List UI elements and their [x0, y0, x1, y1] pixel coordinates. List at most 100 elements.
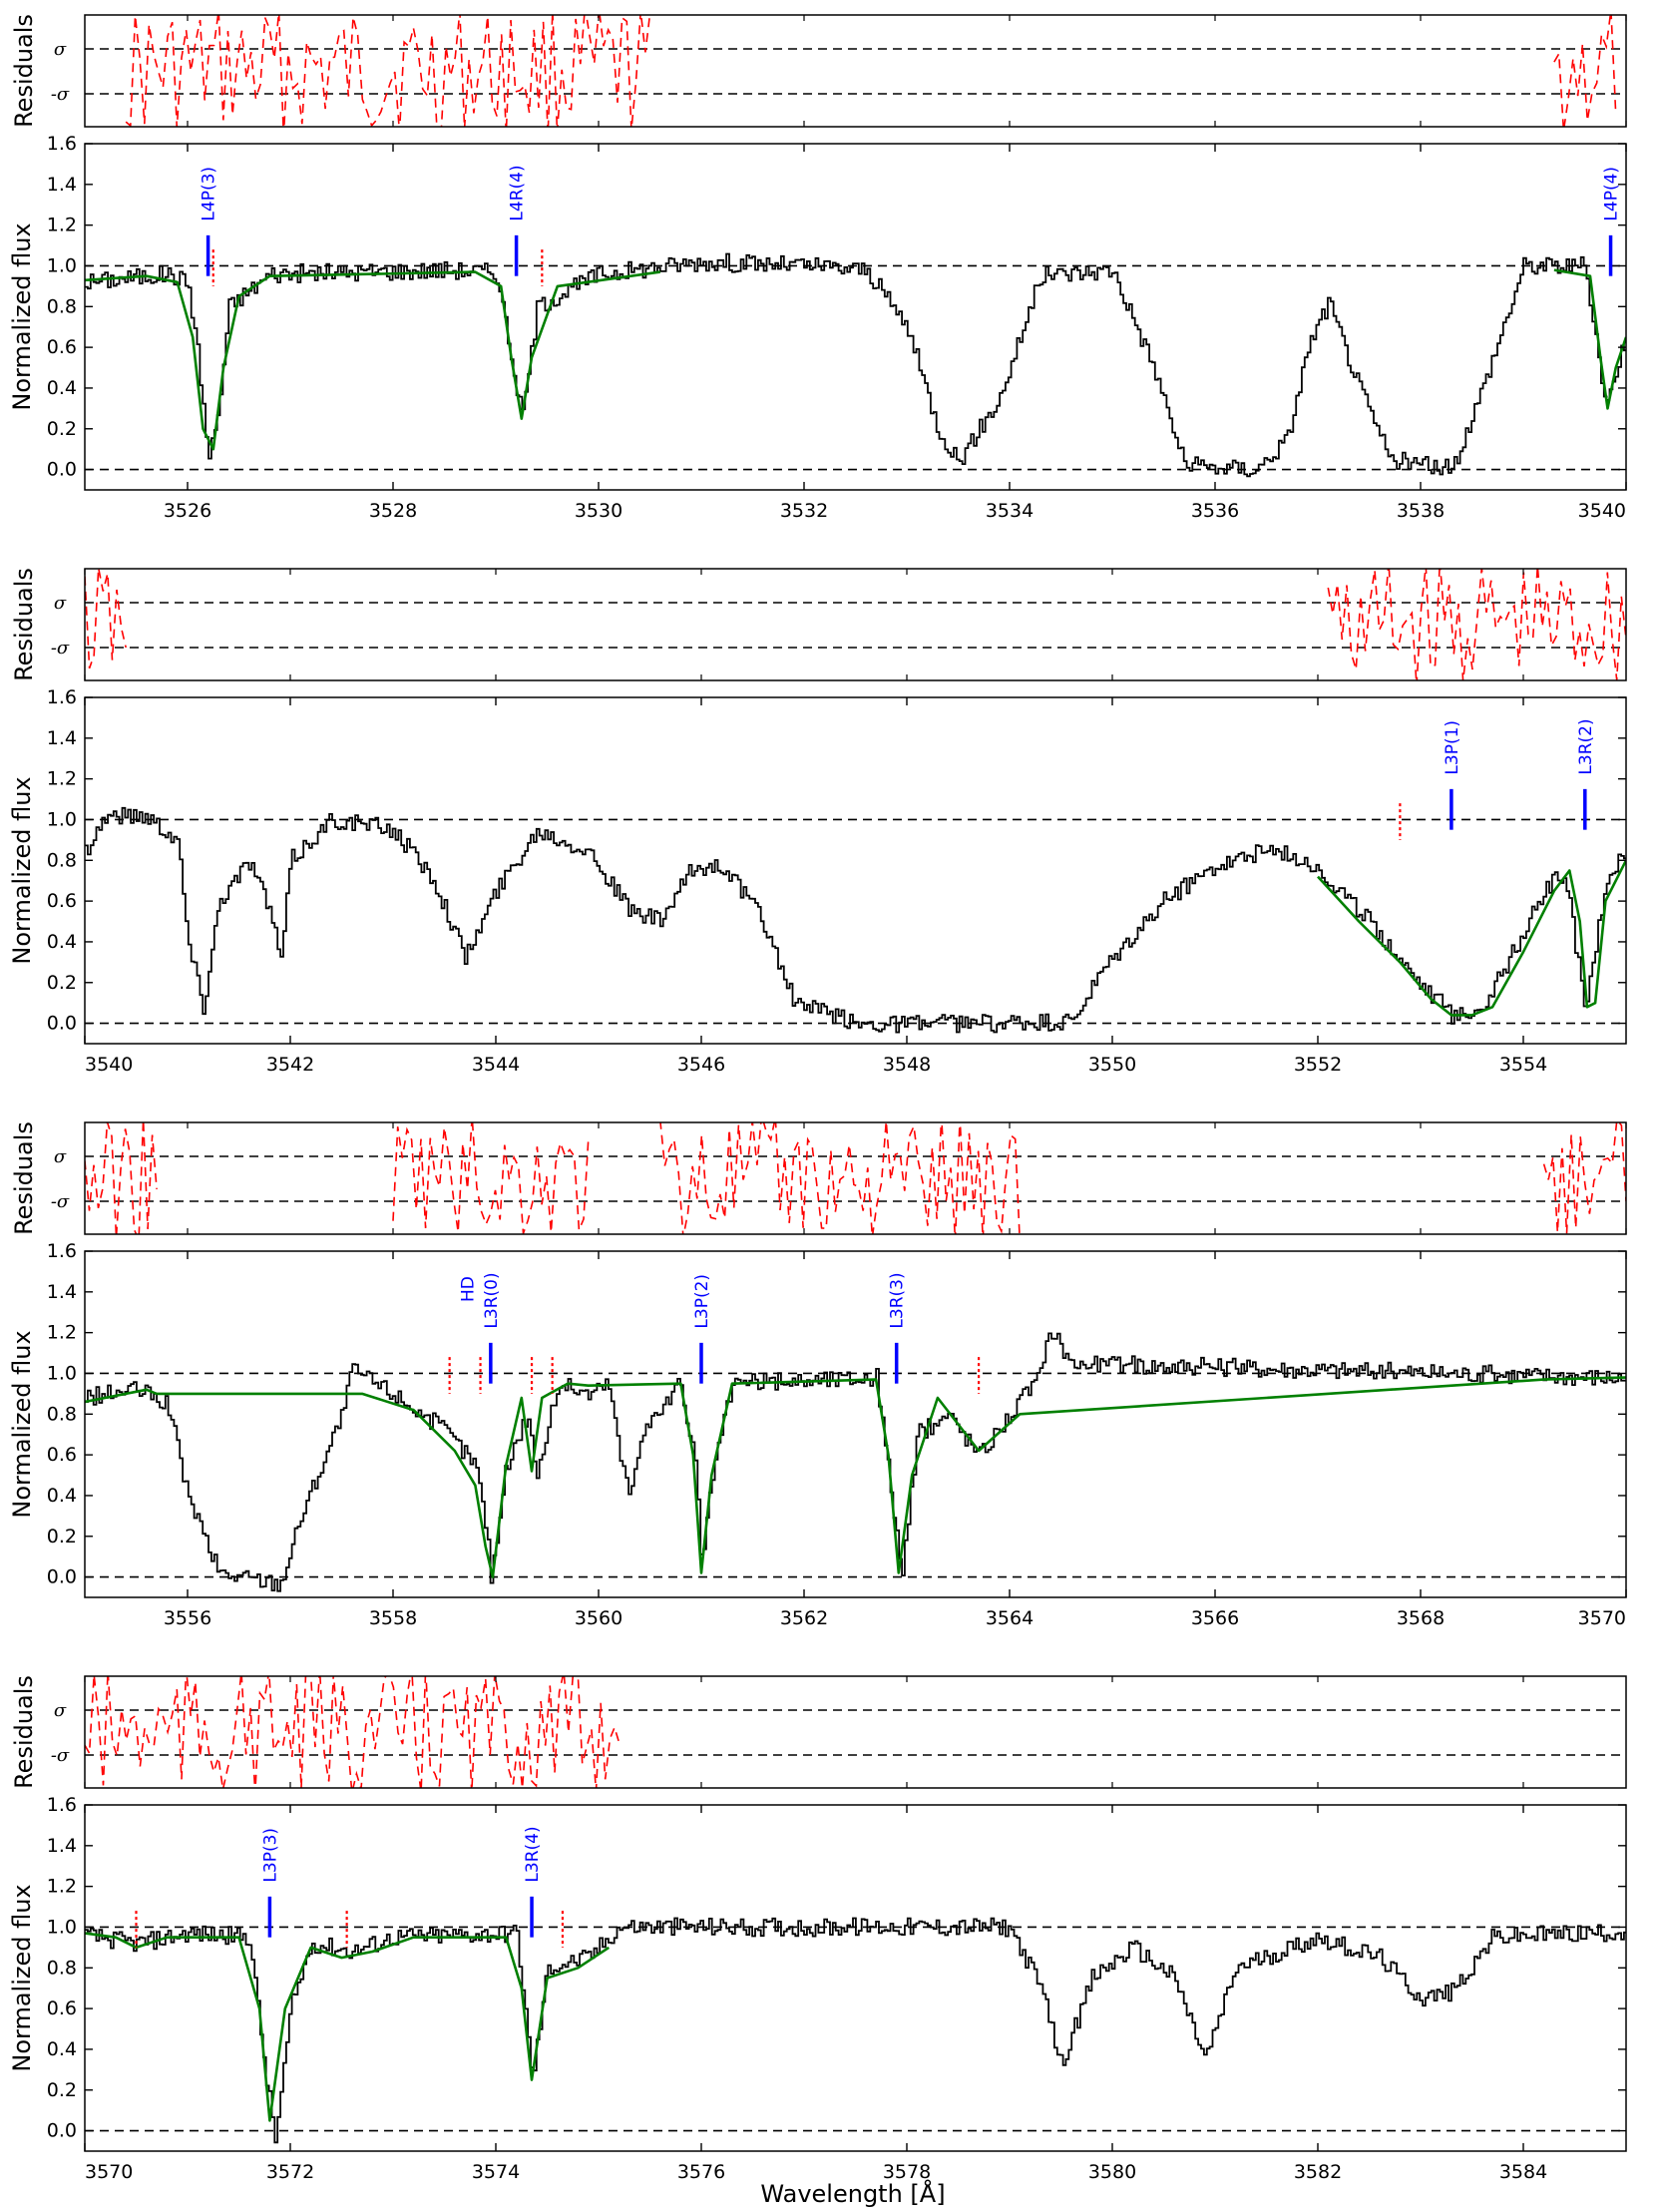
transition-label: L4P(3) — [200, 167, 219, 221]
residual-points — [85, 1676, 621, 1788]
residual-subplot: σ -σ Residuals — [10, 14, 1627, 128]
x-tick-label: 3540 — [85, 1054, 133, 1076]
residual-axis-label: Residuals — [10, 14, 38, 128]
residual-series — [659, 1122, 1021, 1234]
transition-markers: L3P(3) L3R(4) — [260, 1826, 543, 1938]
model-fit-line — [1553, 268, 1626, 410]
x-tick-label: 3570 — [1578, 1607, 1626, 1629]
transition-label: L3R(4) — [523, 1826, 543, 1882]
spectrum-line — [85, 806, 1626, 1034]
y-tick-label: 0.0 — [47, 459, 77, 481]
residual-axis-label: Residuals — [10, 568, 38, 681]
x-tick-label: 3556 — [164, 1607, 211, 1629]
y-tick-label: 1.4 — [47, 1835, 77, 1857]
model-fit-line — [85, 1932, 611, 2122]
x-tick-label: 3572 — [266, 2161, 314, 2183]
spectrum-line — [85, 1332, 1626, 1592]
x-tick-label: 3544 — [472, 1054, 520, 1076]
x-tick-label: 3566 — [1191, 1607, 1239, 1629]
x-tick-label: 3578 — [883, 2161, 931, 2183]
transition-label: L3P(2) — [692, 1274, 712, 1329]
transition-label: L4P(4) — [1602, 167, 1622, 221]
panel-1: σ -σ Residuals L4P(3) L4R(4) L4P(4) 0.0 0.2 0.4 0… — [8, 14, 1627, 522]
y-tick-label: 0.8 — [47, 849, 77, 871]
transition-markers: L4P(3) L4R(4) L4P(4) — [200, 165, 1622, 276]
y-tick-label: 0.8 — [47, 295, 77, 317]
transition-label: L4R(4) — [508, 165, 528, 221]
y-tick-label: 1.6 — [47, 686, 77, 708]
y-tick-label: 0.6 — [47, 1444, 77, 1466]
y-tick-label: 0.8 — [47, 1957, 77, 1979]
y-tick-label: 0.2 — [47, 418, 77, 440]
transition-label: L3P(1) — [1443, 720, 1462, 775]
transition-label: L3R(2) — [1576, 718, 1596, 774]
x-tick-label: 3526 — [164, 500, 211, 522]
y-tick-label: 1.6 — [47, 133, 77, 155]
y-tick-label: 1.4 — [47, 727, 77, 749]
y-tick-label: 1.6 — [47, 1240, 77, 1262]
x-tick-label: 3554 — [1499, 1054, 1547, 1076]
y-tick-label: 1.2 — [47, 1876, 77, 1898]
x-axis-label: Wavelength [Å] — [760, 2179, 945, 2208]
flux-subplot: HD L3R(0) L3P(2) L3R(3) 0.0 0.2 0.4 0.6 0.8 1.0 1.… — [8, 1240, 1627, 1629]
residual-series — [1553, 15, 1617, 127]
transition-markers: HD L3R(0) L3P(2) L3R(3) — [459, 1272, 908, 1384]
neg-sigma-tick-label: -σ — [51, 638, 70, 659]
residual-subplot: σ -σ Residuals — [10, 1121, 1627, 1235]
spectrum-group — [85, 806, 1626, 1034]
x-tick-label: 3528 — [369, 500, 417, 522]
x-tick-label: 3562 — [780, 1607, 828, 1629]
residual-series — [392, 1122, 590, 1234]
y-tick-label: 0.4 — [47, 931, 77, 953]
transition-label: L3R(3) — [888, 1272, 908, 1328]
y-tick-label: 0.2 — [47, 1526, 77, 1548]
panel-2: σ -σ Residuals L3P(1) L3R(2) 0.0 0.2 0.4 0.6 0.8 1… — [8, 568, 1627, 1076]
spectrum-line — [85, 1917, 1626, 2144]
y-tick-label: 0.0 — [47, 2120, 77, 2142]
residual-series — [125, 15, 651, 127]
spectrum-group — [85, 1917, 1626, 2144]
x-tick-label: 3584 — [1499, 2161, 1547, 2183]
y-tick-label: 0.0 — [47, 1013, 77, 1035]
residual-subplot: σ -σ Residuals — [10, 1675, 1627, 1789]
y-tick-label: 1.2 — [47, 215, 77, 236]
panel-3: σ -σ Residuals HD L3R(0) L3P(2) L3R(3) 0.0 0.2 0.… — [8, 1121, 1627, 1629]
x-tick-label: 3542 — [266, 1054, 314, 1076]
model-fit-line — [1317, 859, 1626, 1017]
residual-frame — [84, 1675, 1627, 1789]
flux-axis-label: Normalized flux — [8, 776, 36, 964]
flux-frame — [84, 1250, 1627, 1598]
neg-sigma-tick-label: -σ — [51, 1191, 70, 1212]
flux-subplot: L3P(3) L3R(4) 0.0 0.2 0.4 0.6 0.8 1.0 1.2 1.4 1.6 3… — [8, 1794, 1627, 2183]
y-tick-label: 0.6 — [47, 336, 77, 358]
y-tick-label: 1.6 — [47, 1794, 77, 1816]
residual-points — [85, 1122, 1626, 1234]
residual-frame — [84, 568, 1627, 681]
x-tick-label: 3580 — [1088, 2161, 1136, 2183]
model-fit-line — [85, 1376, 1626, 1578]
x-tick-label: 3576 — [677, 2161, 725, 2183]
x-tick-label: 3564 — [986, 1607, 1034, 1629]
x-tick-label: 3546 — [677, 1054, 725, 1076]
x-tick-label: 3536 — [1191, 500, 1239, 522]
flux-subplot: L3P(1) L3R(2) 0.0 0.2 0.4 0.6 0.8 1.0 1.2 1.4 1.6 3… — [8, 686, 1627, 1076]
flux-frame — [84, 143, 1627, 491]
y-tick-label: 1.0 — [47, 254, 77, 276]
x-tick-label: 3560 — [575, 1607, 622, 1629]
x-tick-label: 3552 — [1294, 1054, 1342, 1076]
neg-sigma-tick-label: -σ — [51, 84, 70, 105]
model-fit-line — [85, 270, 660, 451]
residual-series — [85, 569, 127, 669]
x-tick-label: 3538 — [1397, 500, 1445, 522]
y-tick-label: 0.6 — [47, 890, 77, 912]
sigma-tick-label: σ — [54, 39, 67, 60]
y-tick-label: 1.2 — [47, 1322, 77, 1344]
y-tick-label: 0.8 — [47, 1403, 77, 1425]
x-tick-label: 3530 — [575, 500, 622, 522]
residual-series — [85, 1122, 158, 1234]
x-tick-label: 3574 — [472, 2161, 520, 2183]
neg-sigma-tick-label: -σ — [51, 1745, 70, 1766]
x-tick-label: 3532 — [780, 500, 828, 522]
x-tick-label: 3582 — [1294, 2161, 1342, 2183]
